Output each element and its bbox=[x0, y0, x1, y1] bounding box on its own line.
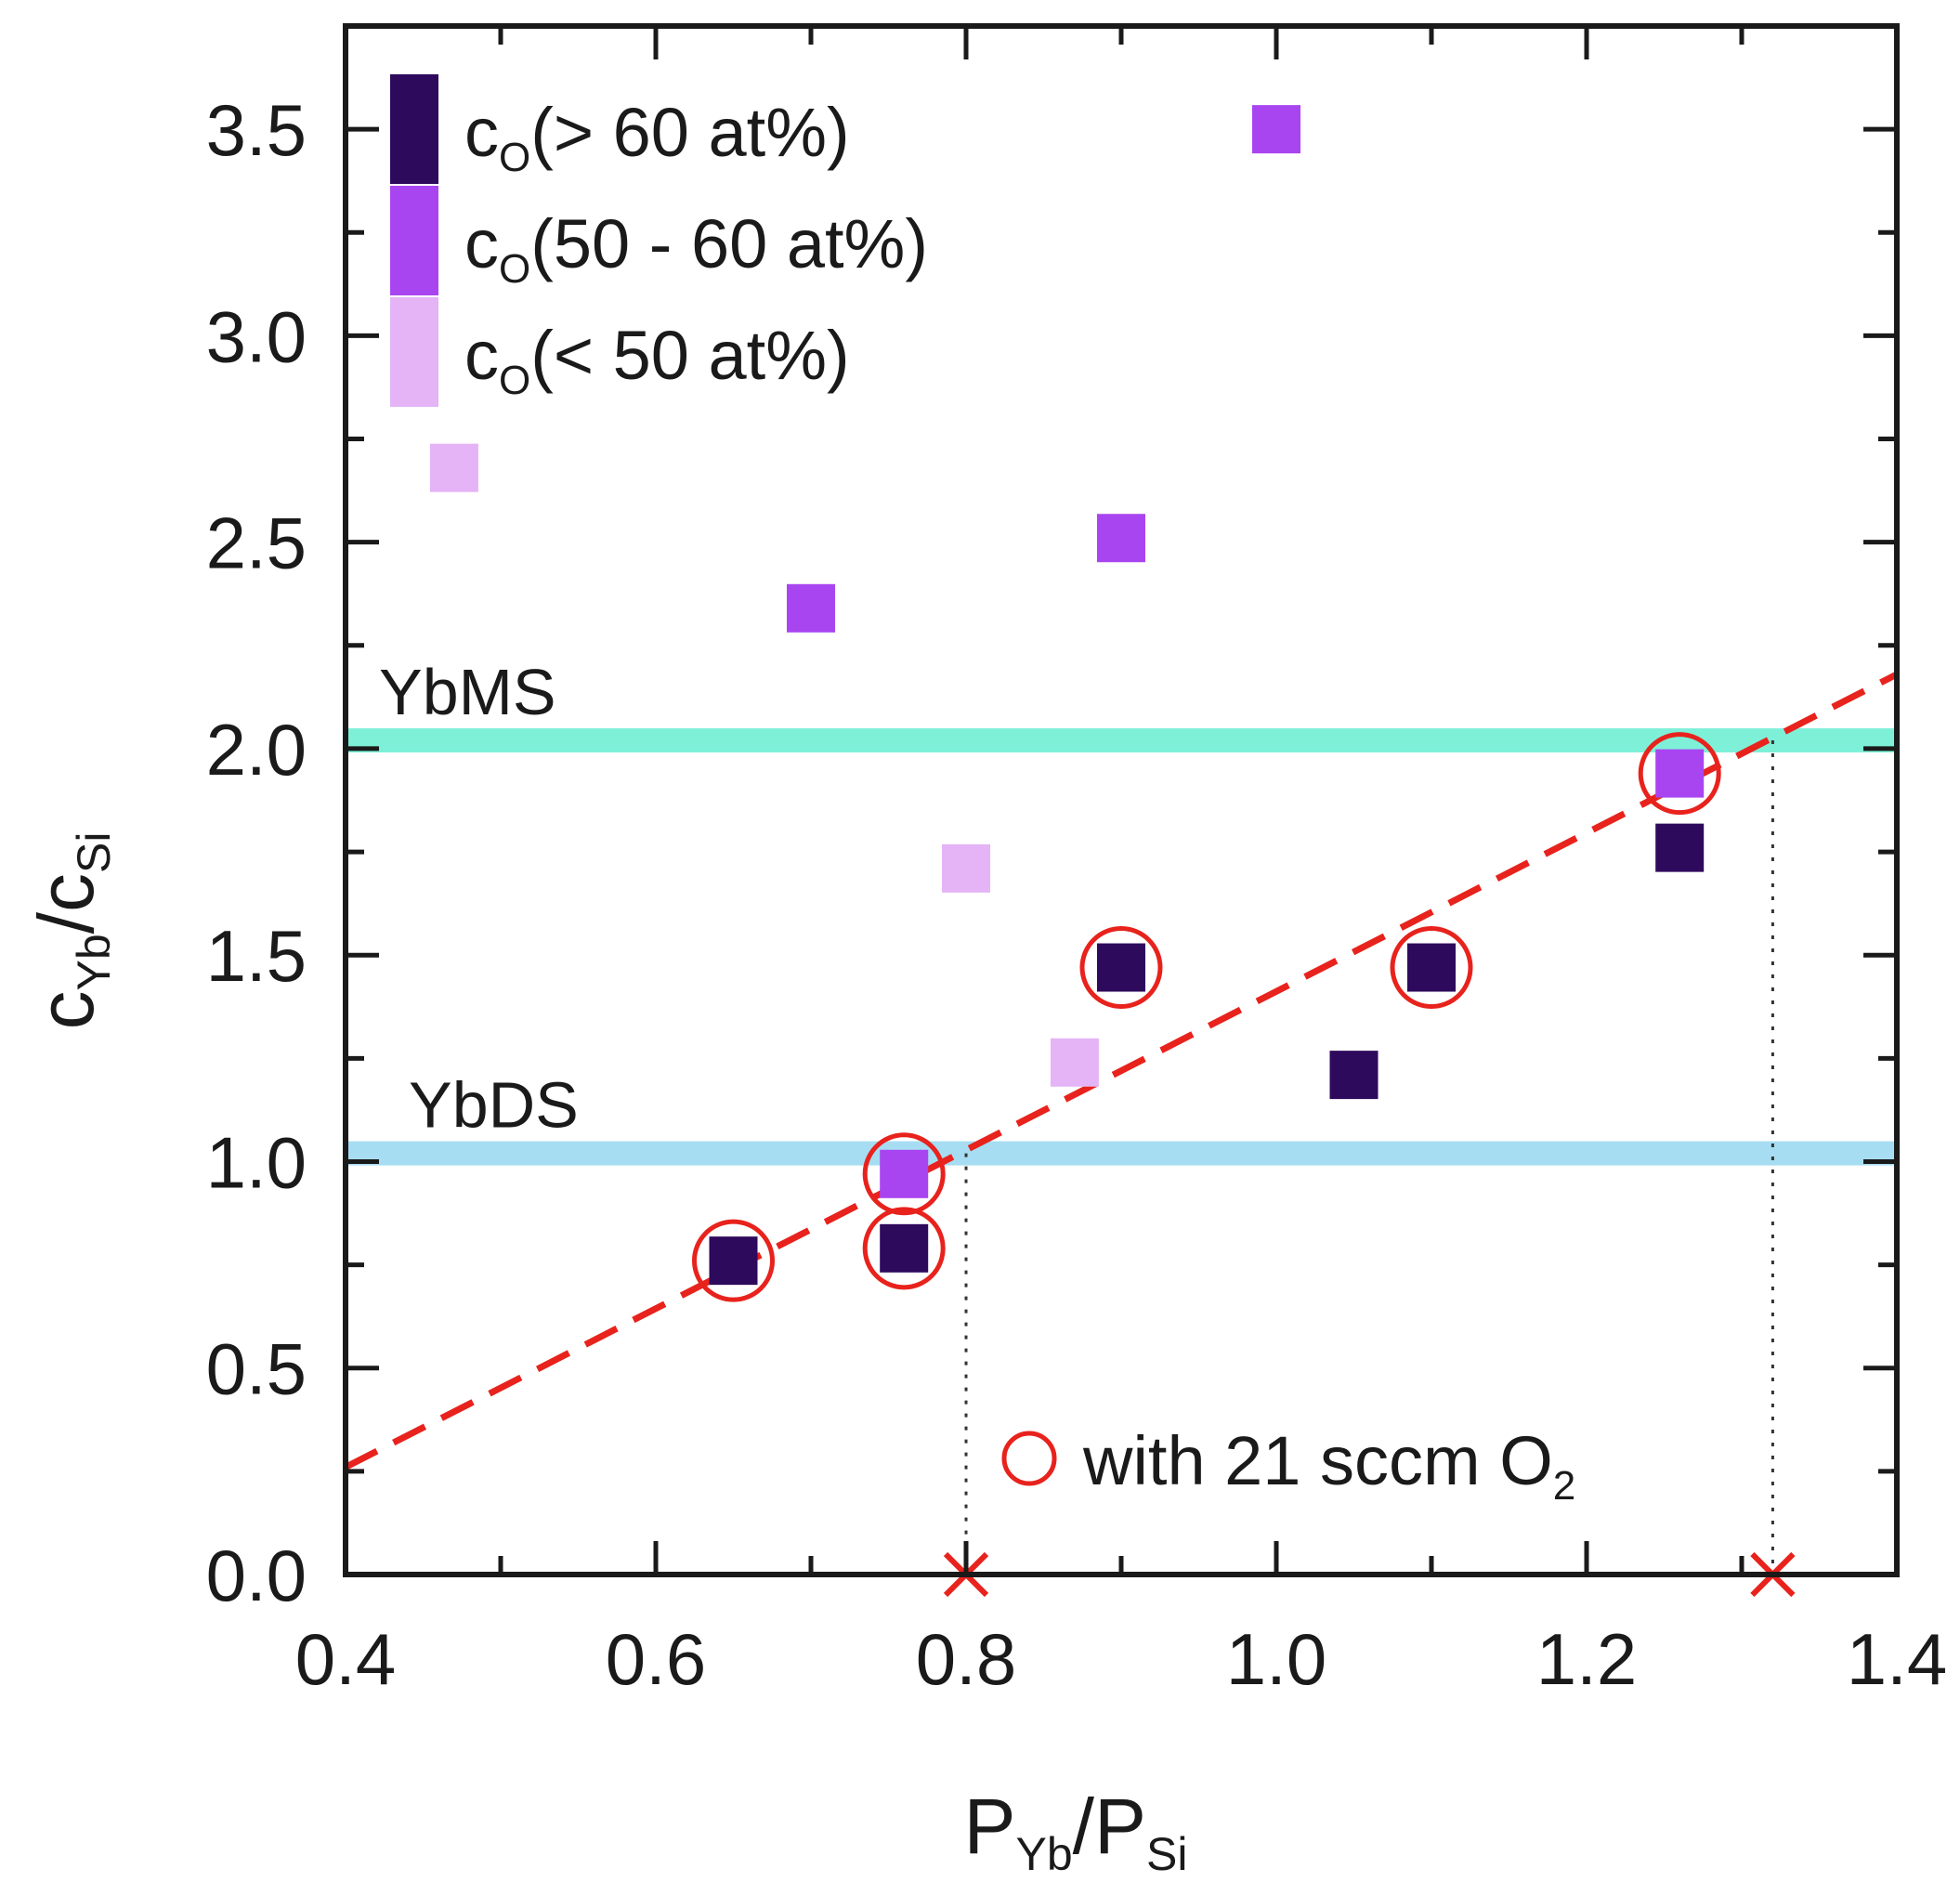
circle-marker-4 bbox=[1390, 926, 1473, 1010]
x-tick-label-4: 1.2 bbox=[1536, 1618, 1637, 1700]
fit-line bbox=[344, 671, 1899, 1470]
y-tick-label-5: 2.5 bbox=[206, 503, 307, 584]
point-series0-2 bbox=[1097, 943, 1145, 992]
y-axis-title-main: c bbox=[22, 990, 110, 1029]
legend-label-sub: O bbox=[499, 246, 530, 292]
point-series1-4 bbox=[880, 1149, 929, 1198]
point-series1-3 bbox=[1655, 749, 1705, 798]
y-tick-label-0: 0.0 bbox=[206, 1535, 307, 1616]
x-tick-label-1: 0.6 bbox=[606, 1618, 706, 1700]
point-series0-1 bbox=[880, 1223, 929, 1273]
point-series1-2 bbox=[787, 583, 835, 633]
point-series1-0 bbox=[1252, 105, 1300, 154]
points-layer bbox=[429, 105, 1705, 1286]
y-tick-label-4: 2.0 bbox=[206, 709, 307, 791]
point-series2-0 bbox=[429, 443, 478, 492]
circle-marker-2 bbox=[862, 1207, 946, 1290]
legend: cO(> 60 at%)cO(50 - 60 at%)cO(< 50 at%)w… bbox=[390, 74, 1575, 1509]
y-tick-label-1: 0.5 bbox=[206, 1328, 307, 1410]
legend-label-prefix: c bbox=[464, 317, 499, 394]
legend-swatch-1 bbox=[390, 186, 438, 295]
legend-label-1: cO(50 - 60 at%) bbox=[464, 205, 928, 292]
legend-label-2: cO(< 50 at%) bbox=[464, 317, 850, 403]
legend-label-suffix: (50 - 60 at%) bbox=[530, 205, 928, 282]
legend-label-prefix: c bbox=[464, 205, 499, 282]
band-label-ybms: YbMS bbox=[379, 656, 556, 728]
circle-marker-1 bbox=[862, 1132, 946, 1216]
x-axis-title-sep: /P bbox=[1073, 1783, 1146, 1870]
y-axis-title-sep: /c bbox=[22, 873, 110, 934]
point-series0-3 bbox=[1329, 1051, 1379, 1100]
y-tick-label-6: 3.0 bbox=[206, 295, 307, 377]
legend-label-sub: O bbox=[499, 135, 530, 180]
circle-marker-0 bbox=[692, 1219, 775, 1302]
legend-circle-marker bbox=[1001, 1431, 1057, 1486]
legend-label-0: cO(> 60 at%) bbox=[464, 94, 850, 180]
y-axis-title: cYb/cSi bbox=[22, 832, 120, 1030]
y-axis-title-sub1: Yb bbox=[68, 934, 120, 990]
y-tick-label-7: 3.5 bbox=[206, 89, 307, 171]
fit-line-layer bbox=[344, 671, 1899, 1470]
x-axis-title-sub2: Si bbox=[1146, 1828, 1187, 1880]
legend-label-sub: O bbox=[499, 358, 530, 403]
circle-marker-5 bbox=[1638, 732, 1721, 816]
legend-circle-label: with 21 sccm O2 bbox=[1082, 1422, 1575, 1509]
point-series2-2 bbox=[1050, 1038, 1099, 1087]
circles-layer bbox=[692, 732, 1721, 1302]
point-series0-4 bbox=[1407, 943, 1456, 992]
x-axis-title: PYb/PSi bbox=[963, 1783, 1187, 1880]
x-tick-label-0: 0.4 bbox=[295, 1618, 396, 1700]
legend-label-prefix: c bbox=[464, 94, 499, 171]
x-tick-label-2: 0.8 bbox=[916, 1618, 1016, 1700]
legend-circle-label-prefix: with 21 sccm O bbox=[1082, 1422, 1553, 1499]
y-tick-label-2: 1.0 bbox=[206, 1121, 307, 1203]
point-series0-5 bbox=[1655, 823, 1705, 872]
point-series1-1 bbox=[1097, 514, 1145, 563]
band-ybds bbox=[346, 1141, 1897, 1166]
legend-swatch-0 bbox=[390, 74, 438, 184]
guide-lines-layer bbox=[964, 740, 1774, 1575]
bands-layer: YbMS YbDS bbox=[346, 656, 1897, 1166]
legend-circle-label-sub: 2 bbox=[1553, 1463, 1575, 1509]
band-label-ybds: YbDS bbox=[409, 1069, 579, 1142]
x-tick-label-5: 1.4 bbox=[1847, 1618, 1947, 1700]
circle-marker-3 bbox=[1079, 926, 1163, 1010]
legend-label-suffix: (> 60 at%) bbox=[530, 94, 849, 171]
point-series2-1 bbox=[942, 843, 990, 893]
band-ybms bbox=[346, 728, 1897, 753]
point-series0-0 bbox=[709, 1236, 758, 1286]
y-axis-title-sub2: Si bbox=[68, 832, 120, 873]
legend-label-suffix: (< 50 at%) bbox=[530, 317, 849, 394]
y-tick-label-3: 1.5 bbox=[206, 915, 307, 997]
ticks-layer: 0.4 0.6 0.8 1.0 1.2 1.4 0.0 0.5 1.0 1.5 2.0 2.5 3.0 3… bbox=[206, 26, 1947, 1700]
x-axis-title-main: P bbox=[963, 1783, 1015, 1870]
legend-swatch-2 bbox=[390, 297, 438, 407]
x-axis-title-sub1: Yb bbox=[1016, 1828, 1073, 1880]
x-tick-label-3: 1.0 bbox=[1226, 1618, 1326, 1700]
